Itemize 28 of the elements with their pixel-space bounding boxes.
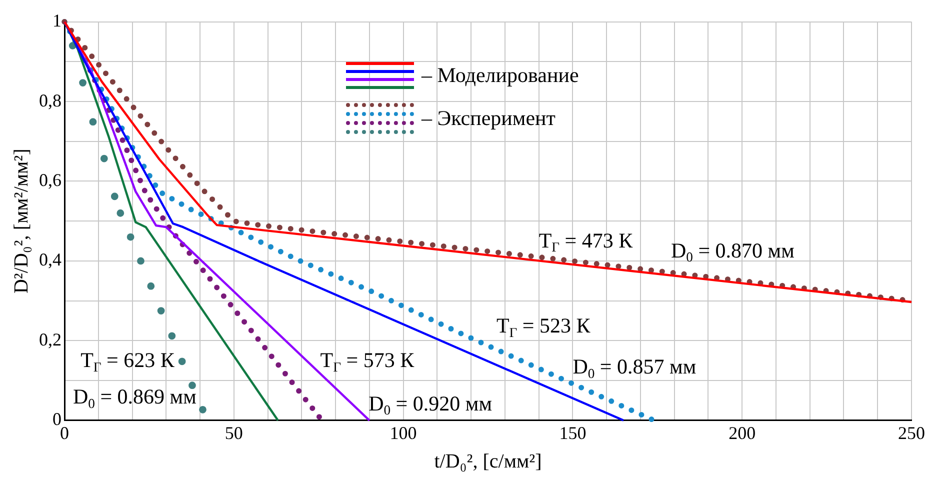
y-tick-label: 0 (52, 409, 62, 430)
point (188, 382, 196, 390)
point (168, 332, 176, 340)
y-tick-label: 0,8 (39, 90, 62, 110)
point (110, 192, 118, 200)
point (116, 209, 124, 217)
x-axis-title: t/D₀², [с/мм²] (434, 450, 542, 472)
y-tick-label: 0,6 (39, 170, 62, 190)
y-axis-title: D²/D₀², [мм²/мм²] (10, 148, 32, 294)
y-tick-label: 0,2 (39, 329, 62, 350)
point (79, 79, 86, 86)
x-tick-label: 250 (898, 422, 925, 443)
x-tick-label: 50 (224, 422, 243, 443)
y-tick-label: 0,4 (39, 250, 62, 270)
point (100, 154, 108, 162)
point (89, 118, 97, 126)
x-tick-label: 150 (559, 422, 586, 443)
x-tick-label: 100 (390, 422, 417, 443)
point (178, 358, 186, 366)
point (199, 406, 206, 414)
point (137, 257, 144, 265)
point (126, 233, 134, 241)
y-tick-label: 1 (52, 10, 62, 31)
point (157, 307, 165, 314)
legend-label: – Моделирование (422, 62, 579, 88)
legend-label: – Эксперимент (422, 106, 556, 131)
point (147, 282, 155, 290)
x-tick-label: 200 (728, 422, 756, 443)
